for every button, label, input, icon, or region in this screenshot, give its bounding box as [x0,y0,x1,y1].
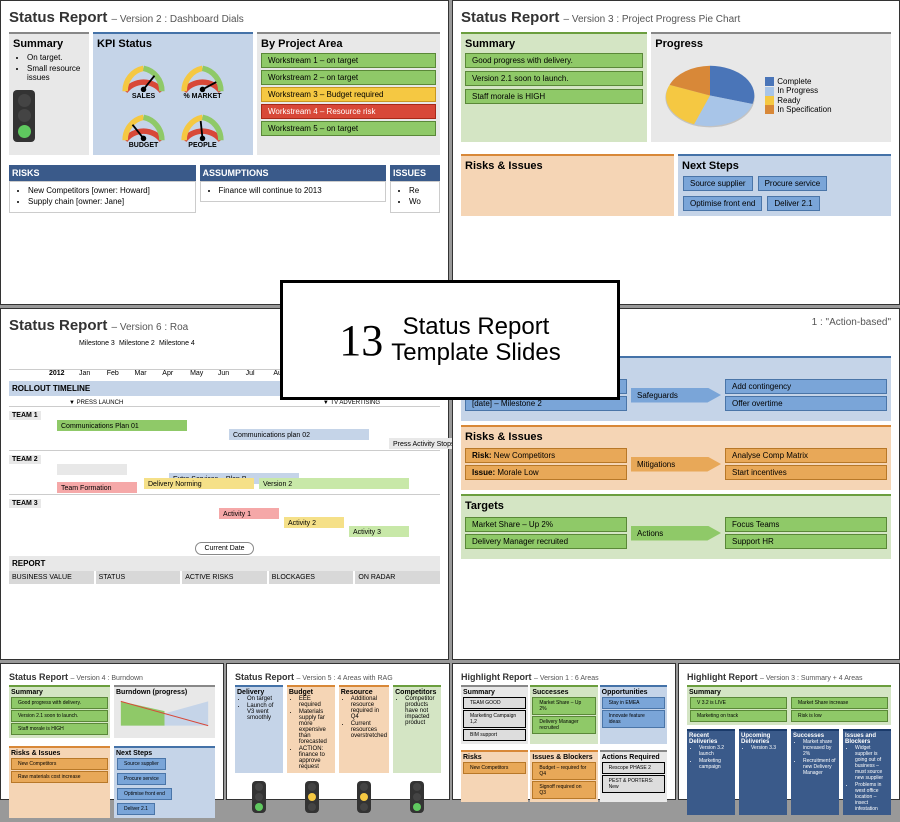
issues-header: ISSUES [390,165,440,181]
area-panel: ResourceAdditional resource required in … [339,685,389,773]
current-date-marker: Current Date [195,542,253,555]
area-title: By Project Area [261,38,436,50]
area-panel: OpportunitiesStay in EMEAInnovate featur… [600,685,667,744]
traffic-light-icon [357,781,371,813]
summary-panel: Summary V 3.2 is LIVEMarketing on track … [687,685,891,725]
slide-v4-burndown: Status Report – Version 4 : Burndown Sum… [0,663,224,800]
timeline-bar: Team Formation [57,482,137,493]
traffic-light-icon [305,781,319,813]
kpi-title: KPI Status [97,38,249,50]
timeline-bar: Communications plan 02 [229,429,369,440]
slide-highlight-v3: Highlight Report – Version 3 : Summary +… [678,663,900,800]
summary-list: On target. Small resource issues [13,53,85,82]
legend-item: Ready [765,96,831,105]
gauge-market: % MARKET [175,55,230,100]
targets-panel: Targets Market Share – Up 2%Delivery Man… [461,494,891,559]
center-banner: 13 Status ReportTemplate Slides [280,280,620,400]
area-panel: SummaryTEAM GOODMarketing Campaign 1,2BI… [461,685,528,744]
area-panel: Upcoming DeliveriesVersion 3.3 [739,729,787,815]
slide-title: Status Report – Version 2 : Dashboard Di… [9,9,440,26]
gauge-budget: BUDGET [116,104,171,149]
area-panel: Actions RequiredRescope PHASE 2PEST & PO… [600,750,667,802]
next-panel: Next Steps Source supplier Procure servi… [678,154,891,216]
risks-panel: Risks & Issues Risk: New CompetitorsIssu… [461,425,891,490]
legend-item: Complete [765,77,831,86]
slide-v2-dashboard: Status Report – Version 2 : Dashboard Di… [0,0,449,305]
workstream-chip: Workstream 4 – Resource risk [261,104,436,119]
area-panel: SuccessesMarket Share – Up 2%Delivery Ma… [530,685,597,744]
workstream-chip: Workstream 1 – on target [261,53,436,68]
area-panel: BudgetEEE requiredMaterials supply far m… [287,685,335,773]
timeline-bar: Press Activity Stops [389,438,459,449]
report-header: REPORT [9,556,440,571]
workstream-chip: Workstream 5 – on target [261,121,436,136]
slide-v5-rag: Status Report – Version 5 : 4 Areas with… [226,663,450,800]
area-panel: RisksNew Competitors [461,750,528,802]
timeline-bar: Communications Plan 01 [57,420,187,431]
gauge-people: PEOPLE [175,104,230,149]
risks-header: RISKS [9,165,196,181]
timeline-bar [57,464,127,475]
legend-item: In Progress [765,86,831,95]
traffic-light-icon [13,90,35,142]
timeline-bar: Activity 2 [284,517,344,528]
mitigations-arrow: Mitigations [631,457,721,472]
gauge-sales: SALES [116,55,171,100]
timeline-bar: Activity 3 [349,526,409,537]
summary-panel: Summary Good progress with delivery. Ver… [461,32,647,142]
summary-title: Summary [13,38,85,50]
traffic-light-icon [410,781,424,813]
area-panel: CompetitorsCompetitor products have not … [393,685,441,773]
burndown-chart [116,696,213,731]
legend-item: In Specification [765,105,831,114]
workstream-chip: Workstream 3 – Budget required [261,87,436,102]
safeguards-arrow: Safeguards [631,388,721,403]
pie-legend: CompleteIn ProgressReadyIn Specification [765,77,831,115]
assumptions-header: ASSUMPTIONS [200,165,387,181]
kpi-panel: KPI Status SALES % MARKET BUDGET PEOPLE [93,32,253,155]
actions-arrow: Actions [631,526,721,541]
traffic-light-icon [252,781,266,813]
slide-highlight-v1: Highlight Report – Version 1 : 6 Areas S… [452,663,676,800]
slide-v3-pie: Status Report – Version 3 : Project Prog… [452,0,900,305]
area-panel: DeliveryOn targetLaunch of V3 went smoot… [235,685,283,773]
timeline-teams: TEAM 1Communications Plan 01Communicatio… [9,406,440,538]
area-panel: Issues and BlockersWidget supplier is go… [843,729,891,815]
risks-panel: Risks & Issues [461,154,674,216]
area-panel: By Project Area Workstream 1 – on target… [257,32,440,155]
area-panel: Recent DeliveriesVersion 3.2 launchMarke… [687,729,735,815]
timeline-bar: Activity 1 [219,508,279,519]
summary-panel: Summary On target. Small resource issues [9,32,89,155]
banner-number: 13 [339,315,383,366]
timeline-bar: Delivery Norming [144,478,254,489]
timeline-bar: Version 2 [259,478,409,489]
area-panel: SuccessesMarket share increased by 2%Rec… [791,729,839,815]
progress-panel: Progress CompleteIn ProgressReadyIn Spec… [651,32,891,142]
workstream-chip: Workstream 2 – on target [261,70,436,85]
pie-chart [655,53,765,138]
slide-title: Status Report – Version 3 : Project Prog… [461,9,891,26]
area-panel: Issues & BlockersBudget – required for Q… [530,750,597,802]
